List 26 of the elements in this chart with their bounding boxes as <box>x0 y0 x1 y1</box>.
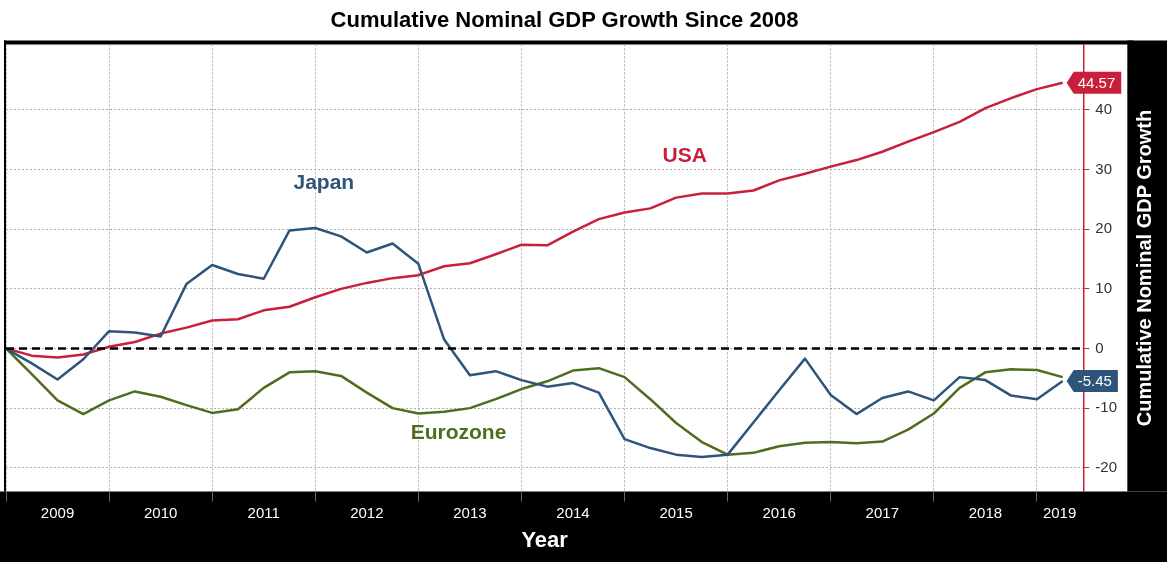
y-tick-label: 30 <box>1095 159 1113 177</box>
series-label: Japan <box>293 169 355 193</box>
x-tick-label: 2018 <box>968 503 1003 521</box>
series-label: Eurozone <box>410 420 507 444</box>
x-tick-label: 2011 <box>247 503 280 521</box>
x-axis-title: Year <box>521 526 569 552</box>
x-tick-label: 2014 <box>556 503 590 521</box>
x-tick-label: 2015 <box>659 503 693 521</box>
series-label: USA <box>662 143 707 166</box>
y-tick-label: 20 <box>1095 219 1113 237</box>
x-tick-label: 2009 <box>40 503 75 521</box>
y-tick-label: -10 <box>1095 398 1118 416</box>
y-tick-label: 0 <box>1095 338 1104 356</box>
chart-title: Cumulative Nominal GDP Growth Since 2008 <box>330 7 799 33</box>
y-tick-label: -20 <box>1095 457 1118 475</box>
x-tick-label: 2012 <box>350 503 384 521</box>
data-label: -5.45 <box>1077 372 1112 390</box>
x-tick-label: 2013 <box>453 503 487 521</box>
data-label: 44.57 <box>1077 73 1116 91</box>
x-tick-label: 2019 <box>1042 503 1077 521</box>
x-tick-label: 2010 <box>143 503 178 521</box>
y-tick-label: 40 <box>1095 100 1113 118</box>
x-tick-label: 2017 <box>865 503 899 521</box>
x-tick-label: 2016 <box>762 503 796 521</box>
y-tick-label: 10 <box>1095 279 1113 297</box>
y-axis-title: Cumulative Nominal GDP Growth <box>1132 109 1155 427</box>
